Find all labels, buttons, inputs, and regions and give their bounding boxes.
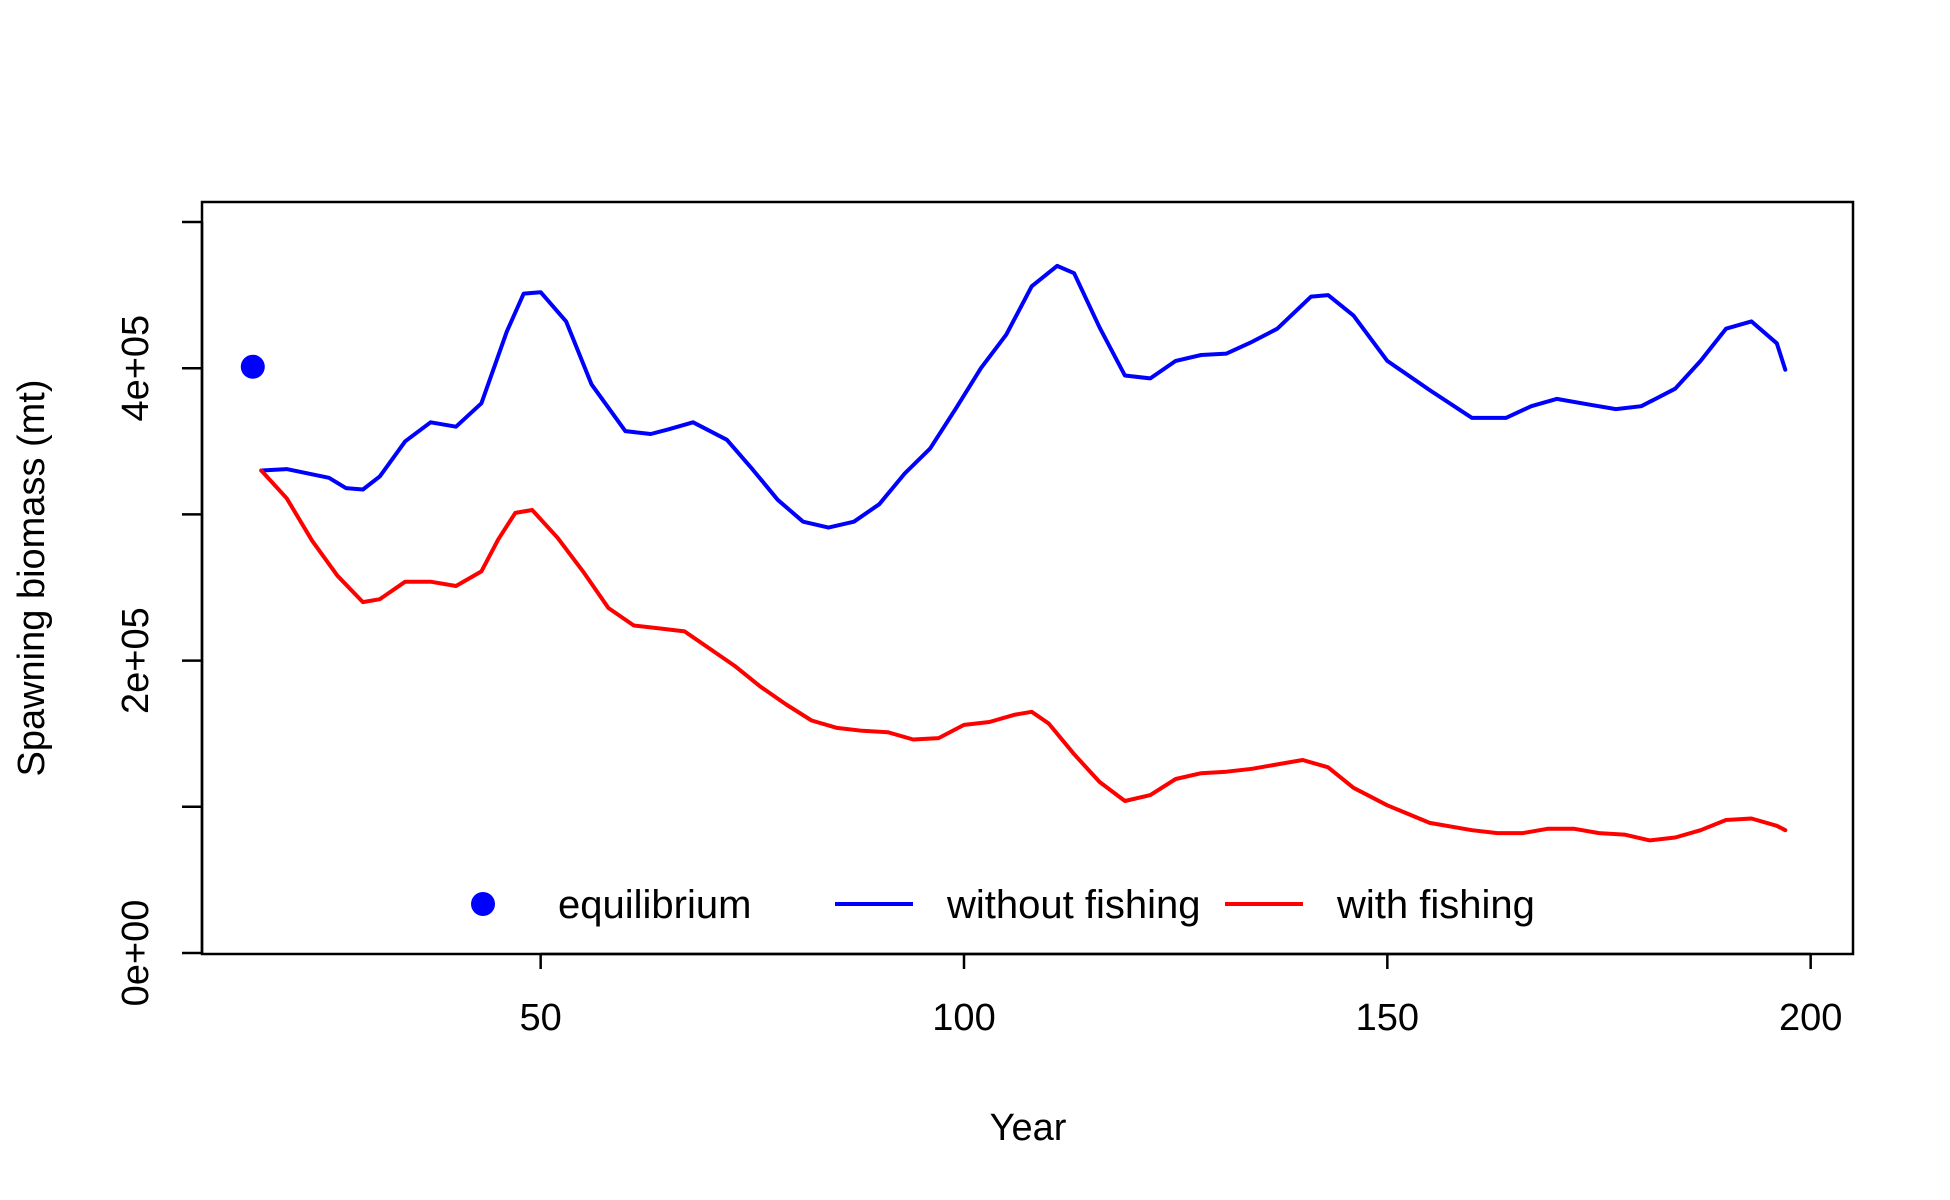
series-line-2 [259, 468, 1788, 843]
y-axis: 0e+00 2e+05 4e+05 [115, 220, 204, 1007]
y-axis-label: Spawning biomass (mt) [11, 379, 53, 776]
x-axis: 50 100 150 200 [520, 952, 1842, 1039]
equilibrium-point [240, 354, 265, 379]
x-tick-label: 100 [932, 997, 995, 1039]
x-tick-label: 200 [1779, 997, 1842, 1039]
legend-label: without fishing [946, 883, 1200, 927]
y-tick-label: 0e+00 [115, 900, 157, 1007]
legend: equilibrium without fishing with fishing [471, 883, 1535, 927]
x-tick-label: 50 [520, 997, 562, 1039]
legend-item: with fishing [1225, 883, 1535, 927]
plot-box [200, 200, 1855, 956]
legend-label: equilibrium [558, 883, 751, 927]
series-layer [240, 263, 1788, 843]
legend-label: with fishing [1336, 883, 1535, 927]
legend-item: without fishing [835, 883, 1200, 927]
x-axis-label: Year [990, 1107, 1067, 1149]
y-tick-label: 4e+05 [115, 315, 157, 422]
x-tick-label: 150 [1356, 997, 1419, 1039]
legend-item: equilibrium [471, 883, 751, 927]
series-line-1 [259, 263, 1788, 530]
y-tick-label: 2e+05 [115, 607, 157, 714]
legend-point-symbol [471, 892, 495, 916]
